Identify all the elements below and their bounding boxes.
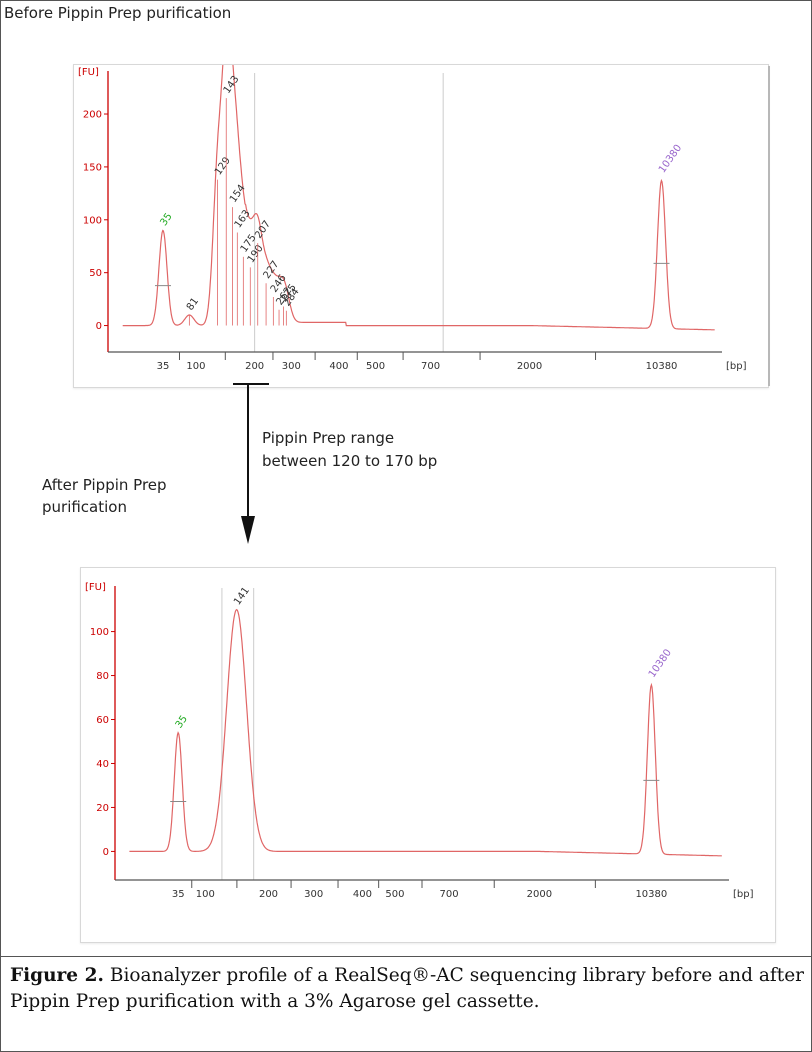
x-tick-label: 400 bbox=[353, 889, 372, 900]
y-axis-label: [FU] bbox=[78, 67, 99, 78]
peak-label: 81 bbox=[185, 296, 201, 313]
trace-line bbox=[129, 608, 722, 857]
pippin-range-text: Pippin Prep range between 120 to 170 bp bbox=[262, 429, 438, 470]
x-tick-label: 500 bbox=[366, 361, 385, 372]
y-tick-label: 200 bbox=[83, 110, 102, 121]
caption-text: Bioanalyzer profile of a RealSeq®-AC seq… bbox=[10, 965, 804, 1012]
arrow-head-icon bbox=[241, 516, 255, 544]
y-tick-label: 50 bbox=[89, 268, 102, 279]
peak-label: 143 bbox=[222, 74, 242, 96]
peak-label: 10380 bbox=[647, 647, 674, 679]
peak-label: 10380 bbox=[657, 143, 684, 175]
x-tick-label: 500 bbox=[385, 889, 404, 900]
x-tick-label: 200 bbox=[245, 361, 264, 372]
y-tick-label: 150 bbox=[83, 162, 102, 173]
y-tick-label: 40 bbox=[96, 759, 109, 770]
y-tick-label: 60 bbox=[96, 715, 109, 726]
x-tick-label: 100 bbox=[196, 889, 215, 900]
caption-divider bbox=[0, 956, 812, 957]
y-tick-label: 100 bbox=[83, 215, 102, 226]
x-tick-label: 300 bbox=[304, 889, 323, 900]
x-tick-label: 100 bbox=[186, 361, 205, 372]
peak-label: 35 bbox=[158, 211, 174, 228]
pippin-arrow bbox=[233, 383, 269, 544]
x-tick-label: 700 bbox=[440, 889, 459, 900]
x-tick-label: 35 bbox=[172, 889, 185, 900]
trace-line bbox=[122, 65, 715, 331]
x-tick-label: 700 bbox=[421, 361, 440, 372]
x-tick-label: 10380 bbox=[646, 361, 678, 372]
y-axis-label: [FU] bbox=[85, 582, 106, 593]
x-tick-label: 2000 bbox=[527, 889, 552, 900]
y-tick-label: 100 bbox=[90, 627, 109, 638]
before-title: Before Pippin Prep purification bbox=[4, 4, 232, 22]
x-axis-label: [bp] bbox=[733, 889, 754, 900]
after-title: After Pippin Prep purification bbox=[42, 476, 167, 516]
chart-before: [FU] 0 50 100 150 200 35 100 200 300 400 500 700 2000… bbox=[73, 64, 769, 388]
x-tick-label: 2000 bbox=[517, 361, 542, 372]
peak-label: 35 bbox=[174, 714, 190, 731]
peak-label: 141 bbox=[232, 585, 252, 607]
x-tick-label: 200 bbox=[259, 889, 278, 900]
x-tick-label: 10380 bbox=[635, 889, 667, 900]
peak-label: 207 bbox=[253, 219, 273, 241]
divider-line bbox=[768, 66, 770, 386]
peak-label: 163 bbox=[233, 208, 253, 230]
chart-after: [FU] 0 20 40 60 80 100 35 100 200 300 400 500 700 2000… bbox=[80, 567, 776, 943]
chart-before-svg: [FU] 0 50 100 150 200 35 100 200 300 400 500 700 2000… bbox=[78, 65, 747, 372]
x-tick-label: 400 bbox=[329, 361, 348, 372]
x-axis-label: [bp] bbox=[726, 361, 747, 372]
figure-caption: Figure 2. Bioanalyzer profile of a RealS… bbox=[10, 963, 804, 1015]
y-tick-label: 20 bbox=[96, 803, 109, 814]
chart-after-svg: [FU] 0 20 40 60 80 100 35 100 200 300 400 500 700 2000… bbox=[85, 582, 754, 900]
x-tick-label: 300 bbox=[282, 361, 301, 372]
x-tick-label: 35 bbox=[157, 361, 170, 372]
y-tick-label: 0 bbox=[103, 847, 109, 858]
y-tick-label: 0 bbox=[96, 321, 102, 332]
caption-label: Figure 2. bbox=[10, 965, 104, 986]
y-tick-label: 80 bbox=[96, 671, 109, 682]
